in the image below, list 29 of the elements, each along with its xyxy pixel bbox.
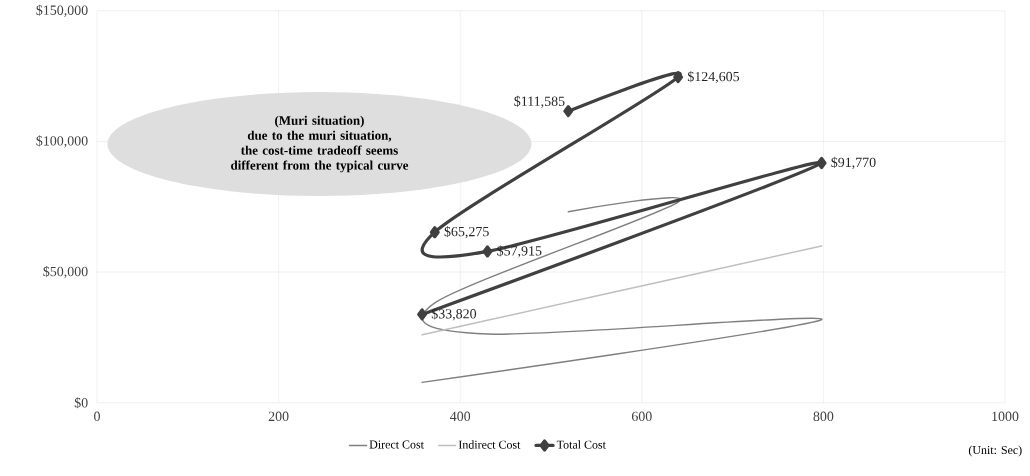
y-tick-label: $0: [74, 397, 88, 409]
x-axis-title: (Unit: Sec): [968, 445, 1022, 457]
point: [816, 156, 827, 170]
legend-label: Indirect Cost: [458, 440, 521, 449]
point: [417, 308, 428, 321]
annotation: (Muri situation): [275, 115, 364, 128]
x-tick-label: 600: [631, 411, 652, 422]
data-label: $124,605: [687, 71, 740, 84]
x-tick-label: 800: [813, 411, 834, 422]
x-tick-label: 400: [450, 411, 471, 422]
y-tick-label: $50,000: [43, 266, 88, 279]
x-tick-label: 200: [268, 411, 289, 422]
point: [429, 226, 440, 239]
data-label: $65,275: [444, 226, 489, 239]
point: [673, 71, 684, 84]
point: [482, 245, 493, 258]
y-tick-label: $100,000: [36, 135, 88, 148]
y-tick-label: $150,000: [36, 4, 88, 17]
data-label: $91,770: [831, 156, 876, 170]
x-tick-label: 1000: [992, 411, 1019, 422]
point: [563, 105, 574, 118]
data-label: $57,915: [497, 245, 542, 258]
x-tick-label: 0: [94, 411, 100, 422]
line-series: [421, 245, 823, 336]
legend-label: Direct Cost: [369, 440, 424, 449]
data-label: $33,820: [431, 308, 477, 321]
data-label: $111,585: [514, 95, 565, 109]
annotation: due to the muri situation, the cost-time tradeoff seems different from the typical curve: [231, 130, 409, 173]
legend-label: Total Cost: [556, 440, 606, 449]
